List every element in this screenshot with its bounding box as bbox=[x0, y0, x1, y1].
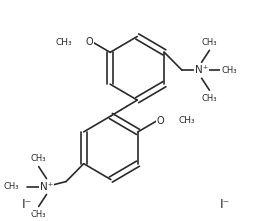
Text: I⁻: I⁻ bbox=[220, 198, 230, 211]
Text: CH₃: CH₃ bbox=[55, 38, 72, 47]
Text: CH₃: CH₃ bbox=[31, 210, 46, 219]
Text: O: O bbox=[157, 116, 164, 126]
Text: CH₃: CH₃ bbox=[221, 66, 237, 75]
Text: N⁺: N⁺ bbox=[195, 65, 208, 75]
Text: CH₃: CH₃ bbox=[31, 154, 46, 163]
Text: CH₃: CH₃ bbox=[202, 93, 217, 103]
Text: N⁺: N⁺ bbox=[40, 181, 53, 192]
Text: CH₃: CH₃ bbox=[202, 38, 217, 47]
Text: CH₃: CH₃ bbox=[4, 182, 19, 191]
Text: O: O bbox=[86, 37, 93, 48]
Text: CH₃: CH₃ bbox=[178, 116, 195, 126]
Text: I⁻: I⁻ bbox=[21, 198, 32, 211]
